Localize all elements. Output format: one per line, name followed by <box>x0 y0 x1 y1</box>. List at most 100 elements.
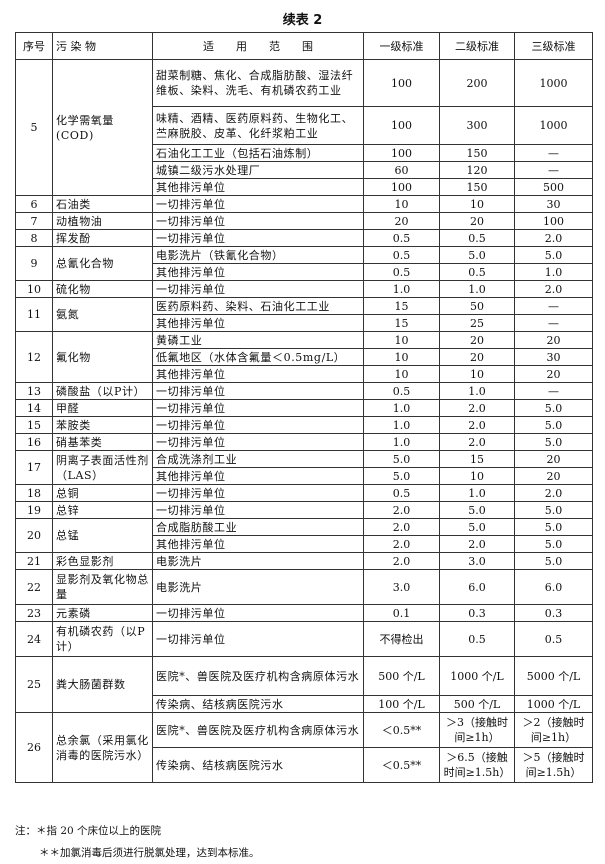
header-number: 序号 <box>15 32 53 60</box>
row-number: 17 <box>15 450 53 485</box>
level-3-value: 20 <box>514 331 593 349</box>
level-2-value: 5.0 <box>439 246 515 264</box>
pollutant-name: 彩色显影剂 <box>52 552 153 570</box>
level-3-value: 2.0 <box>514 484 593 502</box>
scope-cell: 合成洗涤剂工业 <box>152 450 364 468</box>
table-row: 10 硫化物 一切排污单位 1.0 1.0 2.0 <box>15 280 593 298</box>
level-1-value: 3.0 <box>363 569 440 605</box>
level-3-value: 5.0 <box>514 535 593 553</box>
row-number: 6 <box>15 195 53 213</box>
table-row: 传染病、结核病医院污水 100 个/L 500 个/L 1000 个/L <box>16 695 593 713</box>
pollutant-name: 显影剂及氧化物总量 <box>52 569 153 605</box>
pollutant-name: 总氰化合物 <box>52 246 153 281</box>
scope-cell: 一切排污单位 <box>152 484 364 502</box>
level-2-value: 5.0 <box>439 518 515 536</box>
level-1-value: 10 <box>363 331 440 349</box>
level-2-value: 2.0 <box>439 433 515 451</box>
level-2-value: ＞3（接触时间≥1h） <box>439 712 515 748</box>
level-1-value: 500 个/L <box>363 656 440 696</box>
level-2-value: 300 <box>439 106 515 145</box>
level-3-value: 5.0 <box>514 518 593 536</box>
level-1-value: 10 <box>363 365 440 383</box>
level-2-value: 20 <box>439 348 515 366</box>
table-row: 12 氟化物 黄磷工业 10 20 20 <box>15 331 593 383</box>
pollutant-name: 化学需氧量(COD) <box>52 59 153 196</box>
scope-cell: 医院*、兽医院及医疗机构含病原体污水 <box>152 712 364 748</box>
level-3-value: 1000 <box>514 106 593 145</box>
level-3-value: 1000 <box>514 59 593 107</box>
scope-cell: 黄磷工业 <box>152 331 364 349</box>
pollutant-name: 动植物油 <box>52 212 153 230</box>
pollutant-name: 甲醛 <box>52 399 153 417</box>
level-1-value: 0.5 <box>363 229 440 247</box>
pollutant-name: 氨氮 <box>52 297 153 332</box>
note-1: 注：＊指 20 个床位以上的医院 <box>15 825 162 837</box>
level-2-value: 10 <box>439 467 515 485</box>
row-number: 13 <box>15 382 53 400</box>
scope-cell: 一切排污单位 <box>152 212 364 230</box>
level-1-value: 20 <box>363 212 440 230</box>
level-2-value: 2.0 <box>439 416 515 434</box>
scope-cell: 其他排污单位 <box>152 365 364 383</box>
pollutant-name: 有机磷农药（以P计） <box>52 621 153 657</box>
level-2-value: ＞6.5（接触时间≥1.5h） <box>439 747 515 783</box>
scope-cell: 一切排污单位 <box>152 433 364 451</box>
table-row: 23 元素磷 一切排污单位 0.1 0.3 0.3 <box>15 604 593 622</box>
level-3-value: 30 <box>514 195 593 213</box>
table-row: 石油化工工业（包括石油炼制） 100 150— <box>16 144 593 162</box>
level-3-value: 5.0 <box>514 552 593 570</box>
row-number: 26 <box>15 712 53 783</box>
table-row: 6 石油类 一切排污单位 10 10 30 <box>15 195 593 213</box>
pollutant-name: 苯胺类 <box>52 416 153 434</box>
scope-cell: 一切排污单位 <box>152 229 364 247</box>
table-row: 低氟地区（水体含氟量＜0.5mg/L） 10 20 30 <box>16 348 593 366</box>
scope-cell: 一切排污单位 <box>152 382 364 400</box>
level-3-value: — <box>514 297 593 315</box>
level-3-value: — <box>514 382 593 400</box>
level-3-value: 1.0 <box>514 263 593 281</box>
level-1-value: ＜0.5** <box>363 747 440 783</box>
level-1-value: 100 <box>363 59 440 107</box>
table-row: 其他排污单位 5.0 10 20 <box>16 467 593 485</box>
scope-cell: 城镇二级污水处理厂 <box>152 161 364 179</box>
level-1-value: 0.5 <box>363 246 440 264</box>
level-2-value: 2.0 <box>439 535 515 553</box>
row-number: 21 <box>15 552 53 570</box>
pollutant-name: 阴离子表面活性剂（LAS） <box>52 450 153 485</box>
row-number: 15 <box>15 416 53 434</box>
level-3-value: 5.0 <box>514 399 593 417</box>
pollutant-name: 硫化物 <box>52 280 153 298</box>
table-row: 其他排污单位 0.5 0.5 1.0 <box>16 263 593 281</box>
level-3-value: — <box>514 161 593 179</box>
header-row: 序号 污 染 物 适 用 范 围 一级标准 二级标准 三级标准 <box>15 32 593 60</box>
level-1-value: 100 个/L <box>363 695 440 713</box>
level-2-value: 1.0 <box>439 484 515 502</box>
scope-cell: 甜菜制糖、焦化、合成脂肪酸、湿法纤维板、染料、洗毛、有机磷农药工业 <box>152 59 364 107</box>
table-row: 21 彩色显影剂 电影洗片 2.0 3.0 5.0 <box>15 552 593 570</box>
scope-cell: 低氟地区（水体含氟量＜0.5mg/L） <box>152 348 364 366</box>
level-2-value: 200 <box>439 59 515 107</box>
level-2-value: 10 <box>439 195 515 213</box>
level-1-value: 1.0 <box>363 433 440 451</box>
level-1-value: 0.1 <box>363 604 440 622</box>
table-row: 9 总氰化合物 电影洗片（铁氰化合物） 0.5 5.0 5.0 <box>15 246 593 281</box>
header-scope: 适 用 范 围 <box>152 32 364 60</box>
level-2-value: 2.0 <box>439 399 515 417</box>
level-1-value: 10 <box>363 348 440 366</box>
row-number: 10 <box>15 280 53 298</box>
row-number: 11 <box>15 297 53 332</box>
level-1-value: 15 <box>363 314 440 332</box>
table-row: 城镇二级污水处理厂 60 120— <box>16 161 593 179</box>
scope-cell: 其他排污单位 <box>152 535 364 553</box>
pollutant-name: 总余氯（采用氯化消毒的医院污水） <box>52 712 153 783</box>
pollutant-name: 石油类 <box>52 195 153 213</box>
header-pollutant: 污 染 物 <box>52 32 153 60</box>
level-1-value: 2.0 <box>363 535 440 553</box>
level-3-value: 5.0 <box>514 246 593 264</box>
pollutant-name: 硝基苯类 <box>52 433 153 451</box>
table-row: 13 磷酸盐（以P计） 一切排污单位 0.5 1.0— <box>15 382 593 400</box>
scope-cell: 一切排污单位 <box>152 501 364 519</box>
level-1-value: 1.0 <box>363 280 440 298</box>
level-3-value: 0.5 <box>514 621 593 657</box>
level-3-value: 100 <box>514 212 593 230</box>
